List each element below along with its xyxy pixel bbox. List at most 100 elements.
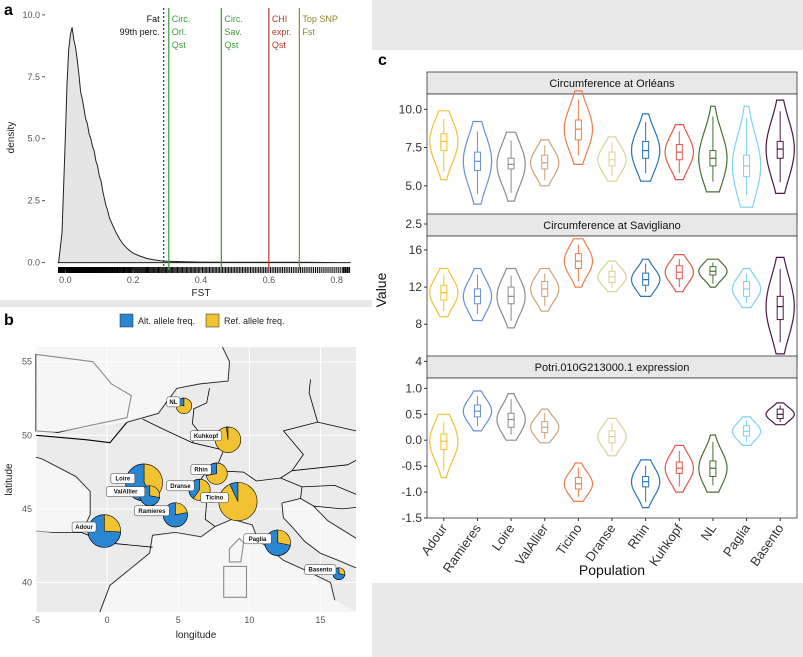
x-tick-label: 0.4 [195,275,208,285]
panel-a: a 0.0 2.5 5.0 7.5 10.0 0.0 0.2 0.4 0.6 0.8 FST dens… [0,0,372,300]
threshold-label: Qst [172,40,187,50]
threshold-label: 99th perc. [120,27,160,37]
pie-basento: Basento [304,564,346,580]
y-tick-label: 12 [409,280,423,294]
legend-label-alt: Alt. allele freq. [138,316,195,326]
y-tick-label: 8 [415,317,422,331]
violin-dranse [597,417,627,457]
y-tick-label: 16 [409,243,423,257]
violin-ramieres [462,390,493,432]
x-tick-label: 0.2 [127,275,140,285]
box [574,119,582,141]
y-tick-label: 1.0 [405,381,422,395]
violin-basento [765,402,795,426]
x-tick-label: Paglia [720,520,753,559]
border-germany-east [280,379,319,479]
facet-title: Circumference at Orléans [549,78,675,90]
pie-rhin: Rhin [190,462,228,485]
y-axis-title: Value [373,272,389,307]
pie-label-box [200,492,229,503]
box [776,140,784,159]
violin-ticino [563,462,594,502]
x-tick-label: 10 [244,615,254,625]
violin-ramieres [462,267,493,322]
pie-ramieres: Ramieres [134,502,188,528]
panel-label-b: b [4,312,14,329]
box [507,157,515,170]
pie-label-box [134,505,170,517]
facet-title: Circumference at Savigliano [543,220,681,232]
y-tick-label: 2.5 [27,196,40,206]
y-tick-label: 40 [22,578,32,588]
pie-label: Paglia [249,537,267,543]
x-tick-label: 0.6 [263,275,276,285]
box [608,151,616,167]
violin-nl [698,258,728,288]
threshold-label: Qst [224,40,239,50]
x-tick-label: 0.0 [59,275,72,285]
violin-kuhkopf [664,254,694,293]
threshold-label: Fat [147,14,161,24]
violin-dranse [597,136,627,182]
border-czech [317,421,357,432]
y-tick-label: 2.5 [405,217,422,231]
y-tick-label: 4 [415,354,422,368]
y-tick-label: 7.5 [405,141,422,155]
threshold-label: expr. [272,27,292,37]
y-tick-label: 55 [22,357,32,367]
y-axis-title: density [6,122,17,154]
violin-valallier [529,408,560,444]
box [642,140,650,159]
pie-label: Dranse [170,484,191,490]
legend-label-ref: Ref. allele freq. [224,316,285,326]
y-axis-title: latitude [4,463,15,496]
border-slovenia [301,484,357,495]
pie-label-box [106,486,146,497]
panel-label-a: a [4,2,13,19]
border-alps [215,470,303,499]
pie-label: NL [169,400,177,406]
x-tick-label: NL [698,521,720,543]
y-tick-label: 45 [22,504,32,514]
box [507,412,515,428]
y-tick-label: -1.0 [401,485,422,499]
pie-label: Loire [116,476,131,482]
pie-paglia: Paglia [243,529,291,556]
violin-basento [765,256,795,355]
violin-loire [496,267,526,329]
x-tick-label: 5 [176,615,181,625]
violin-loire [496,393,526,441]
x-axis-title: Population [579,562,645,578]
y-tick-label: 5.0 [405,179,422,193]
x-tick-label: 15 [315,615,325,625]
threshold-label: Sav. [224,27,241,37]
adriatic-sea [282,498,356,568]
x-tick-label: -5 [32,615,40,625]
pie-label: Kuhkopf [194,434,219,440]
pie-label-box [71,521,97,533]
pie-label: Rhin [194,468,208,474]
violin-ticino [563,238,594,288]
pie-label: Ticino [206,496,224,502]
violin-chart: c Circumference at Orléans 2.5 5.0 7.5 10.0 C… [373,52,798,578]
x-tick-label: Ticino [553,521,585,558]
threshold-label: Fst [302,27,315,37]
density-chart: a 0.0 2.5 5.0 7.5 10.0 0.0 0.2 0.4 0.6 0.8 FST dens… [4,2,357,299]
violin-valallier [529,139,560,187]
violin-adour [429,110,459,181]
pie-label-box [190,430,222,441]
pie-adour: Adour [71,514,121,548]
pie-label-box [166,396,181,408]
y-tick-label: 0.0 [27,258,40,268]
x-tick-label: Dranse [582,521,618,564]
y-tick-label: 10.0 [399,102,423,116]
violin-adour [429,413,459,479]
x-axis-title: FST [192,288,211,299]
north-sea [36,347,230,436]
pie-label-box [243,533,272,545]
x-tick-label: Rhin [624,521,652,552]
map-chart: b -5 0 5 10 15 40 45 50 55 longitude latitude Alt. … [4,312,357,641]
x-tick-label: Kuhkopf [646,521,686,569]
violin-paglia [731,416,762,446]
pie-valallier: ValAllier [106,485,161,506]
